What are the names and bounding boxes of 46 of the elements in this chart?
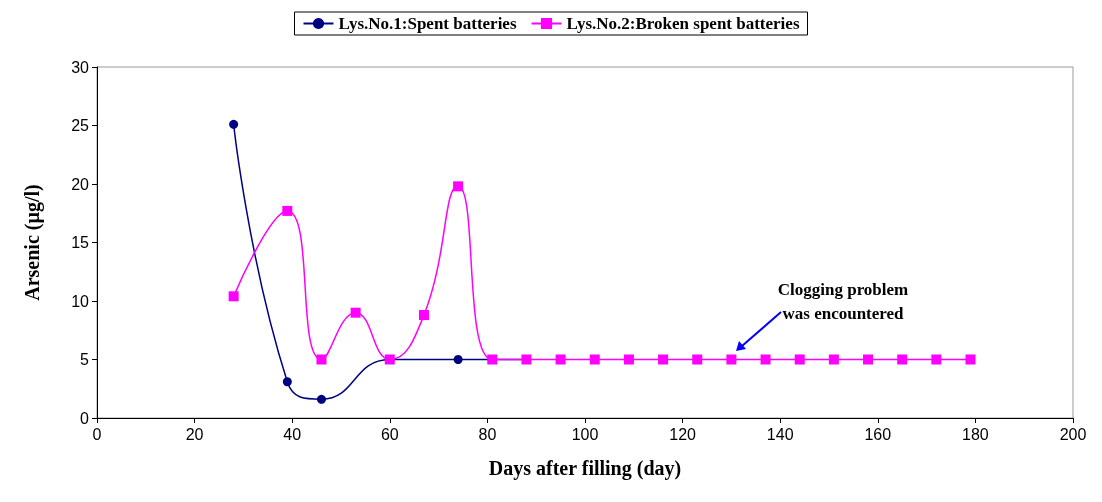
x-tick-label: 20 [185,425,204,443]
point [589,354,600,365]
point [897,354,908,365]
point [453,355,463,364]
x-tick-label: 40 [283,425,302,443]
point [658,354,669,365]
x-tick-label: 160 [864,425,892,443]
y-tick-label: 30 [71,58,90,76]
y-tick-label: 0 [80,409,90,427]
x-tick-label: 120 [669,425,697,443]
point [828,354,839,365]
point [453,181,464,192]
y-tick-label: 5 [80,351,90,368]
annotation: Clogging problem was encountered [777,279,909,323]
point [726,354,737,365]
point [316,354,327,365]
x-tick-label: 60 [380,425,399,443]
point [229,119,239,129]
x-tick-label: 180 [962,425,989,443]
point [863,354,874,365]
point [555,354,566,365]
x-tick-label: 80 [478,425,497,443]
point [760,354,771,365]
point [931,354,942,365]
y-tick-label: 25 [71,117,90,134]
legend-label: Lys.No.1:Spent batteries [338,14,517,33]
x-tick-label: 200 [1059,425,1087,443]
legend-label: Lys.No.2:Broken spent batteries [566,14,800,33]
x-tick-label: 140 [766,425,794,443]
point [692,354,703,365]
y-tick-label: 20 [71,175,90,193]
point [418,310,429,321]
point [282,377,292,387]
y-axis-title: Arsenic (µg/l) [21,184,44,301]
point [794,354,805,365]
y-tick-label: 15 [71,234,90,251]
point [228,291,239,302]
point [316,394,326,404]
y-tick-label: 10 [71,292,90,310]
point [282,205,293,216]
point [623,354,634,365]
x-tick-label: 0 [92,425,102,443]
point [965,354,976,365]
x-tick-label: 100 [571,425,599,443]
x-axis-title: Days after filling (day) [488,457,682,480]
point [350,307,361,318]
